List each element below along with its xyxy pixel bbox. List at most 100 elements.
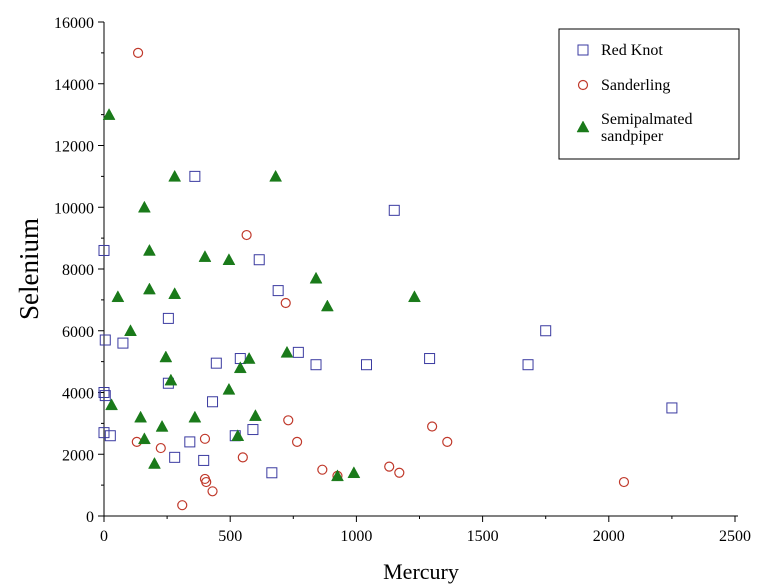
sanderling-point [291, 436, 303, 447]
legend: Red Knot Sanderling Semipalmated sandpiper [558, 28, 740, 160]
semipalmated-sandpiper-point [280, 345, 294, 358]
red-knot-point [98, 427, 110, 439]
red-knot-point [388, 204, 400, 216]
sanderling-point [394, 467, 405, 478]
y-tick-label: 4000 [62, 386, 94, 403]
x-axis-title: Mercury [383, 559, 459, 584]
sanderling-point [155, 442, 166, 454]
y-tick-label: 0 [86, 509, 94, 526]
red-knot-point [266, 467, 278, 479]
red-knot-point [424, 353, 436, 365]
red-knot-point [272, 285, 284, 297]
y-axis-title: Selenium [14, 218, 44, 320]
semipalmated-sandpiper-point [331, 469, 344, 482]
data-points [98, 47, 678, 511]
y-tick-label: 8000 [62, 262, 94, 279]
sanderling-point [201, 476, 212, 488]
red-knot-point [162, 312, 174, 324]
semipalmated-sandpiper-point [168, 169, 182, 182]
series-semipalmated-sandpiper [102, 108, 421, 482]
semipalmated-sandpiper-point [269, 169, 283, 182]
semipalmated-sandpiper-point [155, 419, 169, 432]
semipalmated-sandpiper-point [198, 250, 212, 262]
semipalmated-sandpiper-point [233, 361, 247, 374]
sanderling-point [132, 47, 144, 58]
semipalmated-sandpiper-point [242, 352, 256, 364]
legend-item-red-knot: Red Knot [577, 42, 663, 59]
semipalmated-sandpiper-point [111, 290, 125, 303]
sanderling-point [207, 486, 218, 497]
semipalmated-sandpiper-point [105, 398, 118, 411]
red-knot-point [169, 451, 181, 463]
red-knot-point [210, 357, 222, 369]
semipalmated-sandpiper-point [137, 432, 151, 445]
sanderling-point [283, 415, 294, 426]
legend-marker-red-knot [577, 44, 589, 56]
red-knot-point [292, 346, 304, 358]
y-axis-ticks: 0 2000 4000 6000 8000 10000 12000 14000 16000 [54, 15, 104, 526]
red-knot-point [522, 359, 534, 371]
legend-item-sanderling: Sanderling [577, 77, 670, 94]
x-tick-label: 2000 [593, 528, 625, 545]
sanderling-point [427, 421, 438, 432]
red-knot-point [99, 390, 111, 402]
x-tick-label: 500 [218, 528, 242, 545]
x-tick-label: 1500 [467, 528, 499, 545]
legend-item-semipalmated-sandpiper: Semipalmated sandpiper [576, 111, 693, 145]
red-knot-point [666, 402, 678, 414]
sanderling-point [317, 464, 328, 475]
semipalmated-sandpiper-point [148, 456, 161, 469]
y-tick-label: 12000 [54, 139, 94, 156]
sanderling-point [237, 452, 248, 463]
y-tick-label: 16000 [54, 15, 94, 32]
semipalmated-sandpiper-point [249, 409, 262, 421]
sanderling-point [442, 436, 453, 447]
red-knot-point [99, 334, 111, 346]
legend-label-semipalmated-sandpiper: sandpiper [601, 128, 664, 145]
legend-label-sanderling: Sanderling [601, 77, 670, 94]
y-tick-label: 6000 [62, 324, 94, 341]
x-tick-label: 1000 [340, 528, 372, 545]
semipalmated-sandpiper-point [222, 253, 236, 265]
semipalmated-sandpiper-point [231, 429, 245, 441]
sanderling-point [384, 461, 395, 472]
series-sanderling [131, 47, 630, 511]
red-knot-point [310, 359, 322, 371]
semipalmated-sandpiper-point [159, 350, 173, 363]
red-knot-point [247, 424, 259, 436]
red-knot-point [104, 430, 116, 442]
semipalmated-sandpiper-point [222, 382, 236, 395]
semipalmated-sandpiper-point [124, 324, 137, 336]
legend-box [558, 28, 740, 160]
semipalmated-sandpiper-point [320, 299, 334, 312]
sanderling-point [177, 500, 188, 511]
semipalmated-sandpiper-point [188, 410, 202, 423]
red-knot-point [184, 436, 196, 448]
legend-marker-sanderling [577, 79, 589, 91]
red-knot-point [253, 254, 265, 266]
semipalmated-sandpiper-point [168, 287, 182, 299]
y-tick-label: 14000 [54, 77, 94, 94]
red-knot-point [117, 337, 129, 349]
red-knot-point [98, 387, 110, 398]
semipalmated-sandpiper-point [137, 200, 151, 213]
semipalmated-sandpiper-point [309, 271, 323, 284]
semipalmated-sandpiper-point [143, 243, 156, 256]
legend-label-red-knot: Red Knot [601, 42, 663, 59]
sanderling-point [280, 297, 291, 309]
sanderling-point [618, 476, 630, 488]
semipalmated-sandpiper-point [408, 290, 421, 303]
legend-label-semipalmated-sandpiper: Semipalmated [601, 111, 693, 128]
red-knot-point [198, 454, 210, 466]
red-knot-point [207, 396, 219, 408]
sanderling-point [199, 433, 211, 444]
legend-marker-semipalmated-sandpiper [576, 120, 590, 133]
x-axis-ticks: 0 500 1000 1500 2000 2500 [100, 516, 751, 545]
x-tick-label: 2500 [719, 528, 751, 545]
y-tick-label: 10000 [54, 200, 94, 217]
red-knot-point [98, 244, 110, 256]
semipalmated-sandpiper-point [347, 466, 361, 479]
series-red-knot [98, 170, 678, 479]
y-tick-label: 2000 [62, 447, 94, 464]
